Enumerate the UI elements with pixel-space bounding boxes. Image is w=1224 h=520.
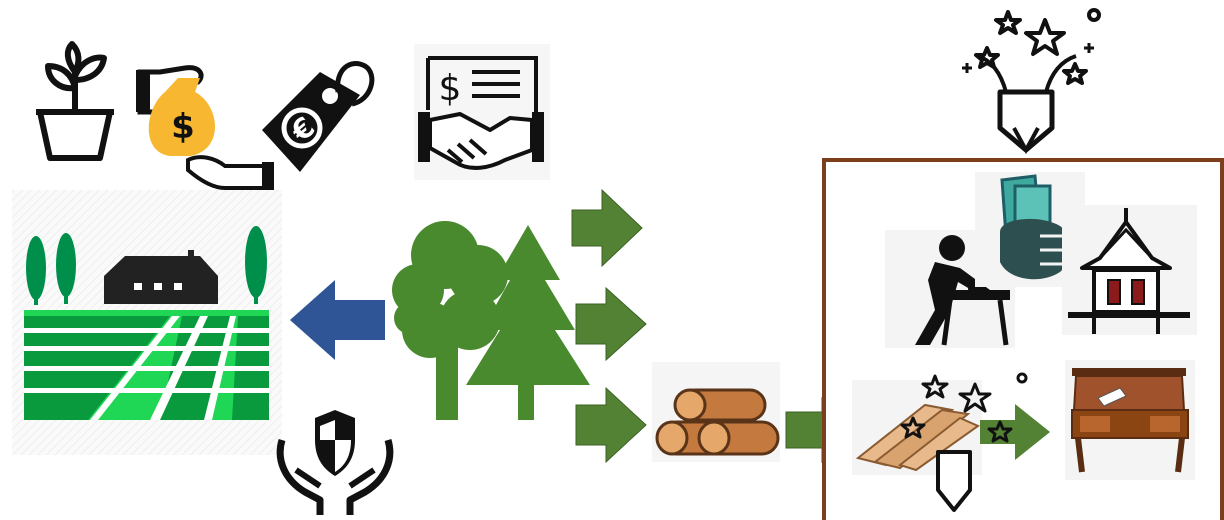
desk-icon [1065,360,1195,480]
green-arrow [575,386,647,464]
thai-house-icon [1062,205,1197,335]
contract-handshake-icon: $ [414,44,550,180]
green-arrow [980,404,1050,460]
money-bag-hand-icon: $ [136,65,274,190]
svg-text:$: $ [171,107,195,147]
trees-icon [392,221,590,420]
euro-tag-icon: € [262,61,375,172]
protection-icon [276,410,394,515]
creative-pencil-icon [962,8,1101,155]
wood-design-icon [852,372,1028,512]
green-arrow [571,188,643,268]
plant-pot-icon [36,41,114,161]
star [987,420,1013,443]
green-arrow [575,286,647,362]
logs-icon [652,362,780,462]
svg-text:$: $ [439,68,462,109]
blue-arrow-left [290,280,385,360]
farm-icon [12,190,282,455]
